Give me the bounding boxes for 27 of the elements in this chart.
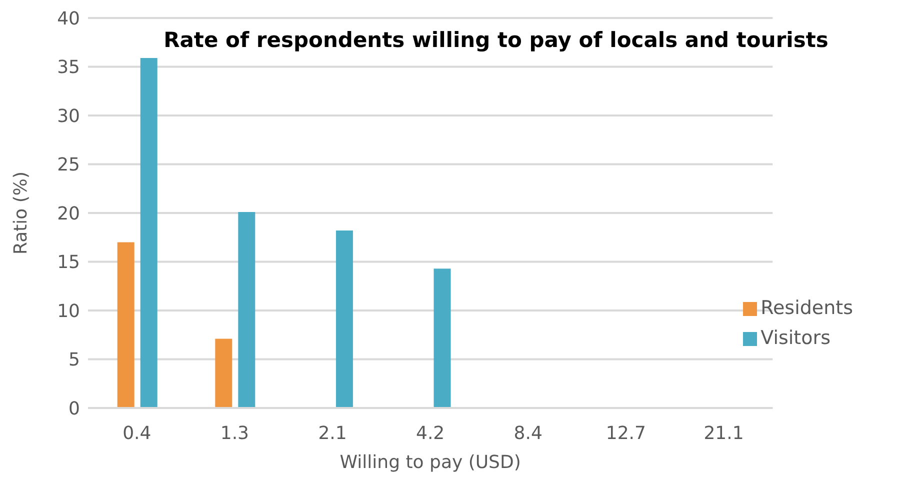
bar [238, 212, 256, 408]
x-tick-label: 0.4 [122, 422, 152, 444]
legend-label: Residents [760, 297, 853, 319]
bar [140, 58, 158, 408]
y-axis-title: Ratio (%) [10, 171, 32, 255]
x-tick-label: 2.1 [318, 422, 347, 444]
x-tick-label: 4.2 [416, 422, 445, 444]
y-tick-label: 15 [57, 252, 80, 274]
bar [117, 242, 134, 408]
y-tick-label: 30 [57, 106, 80, 127]
y-tick-label: 40 [57, 8, 80, 30]
y-tick-label: 5 [68, 350, 80, 371]
bar [215, 338, 232, 408]
legend-label: Visitors [760, 327, 830, 349]
x-tick-label: 8.4 [514, 422, 542, 444]
x-tick-label: 21.1 [704, 422, 744, 444]
text: Rate of respondents willing to pay of locals and tourists [162, 28, 830, 52]
x-tick-label: 12.7 [606, 422, 646, 444]
y-tick-label: 10 [57, 300, 80, 322]
y-tick-label: 0 [68, 398, 80, 420]
bar [434, 268, 451, 408]
x-axis-title: Willing to pay (USD) [340, 452, 521, 473]
y-tick-label: 35 [57, 57, 80, 78]
bar [336, 230, 353, 408]
y-tick-label: 20 [57, 203, 80, 224]
y-tick-label: 25 [57, 154, 80, 176]
x-tick-label: 1.3 [220, 422, 250, 444]
